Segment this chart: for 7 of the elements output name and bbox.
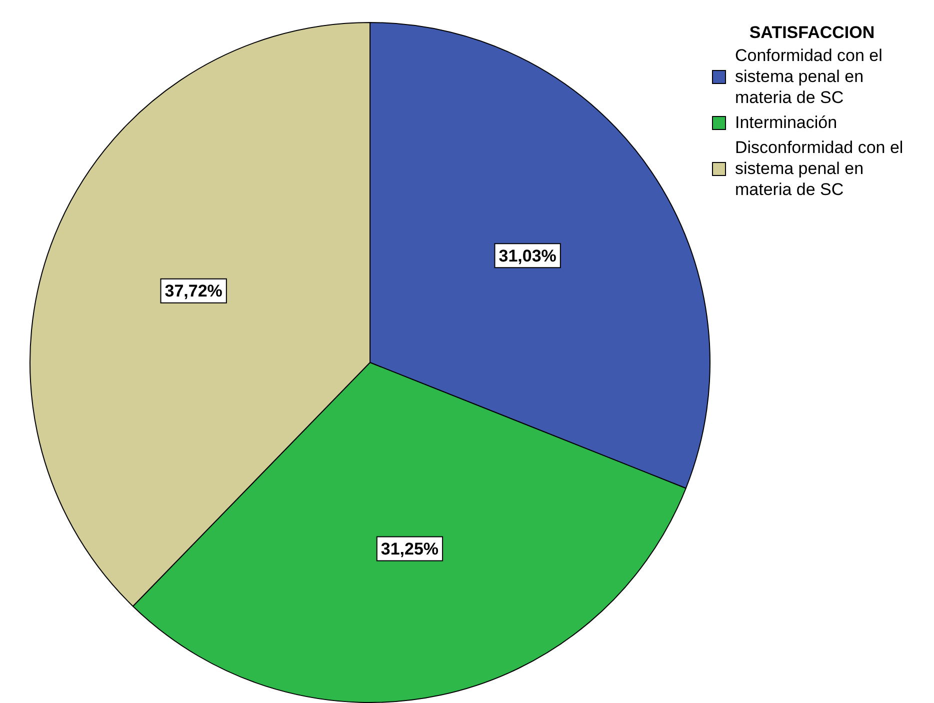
legend-title: SATISFACCION bbox=[748, 22, 876, 43]
legend-label: Interminación bbox=[735, 112, 838, 133]
data-label: 31,25% bbox=[380, 539, 439, 558]
legend-label: Conformidad con el sistema penal en materia de SC bbox=[735, 45, 884, 108]
data-label: 31,03% bbox=[498, 246, 556, 266]
legend-label: Disconformidad con el sistema penal en materia de SC bbox=[735, 137, 904, 200]
data-label: 37,72% bbox=[164, 282, 222, 301]
